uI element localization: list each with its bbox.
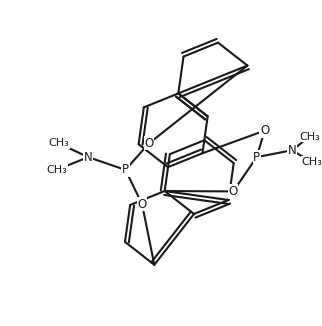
Text: O: O xyxy=(144,137,154,150)
Text: CH₃: CH₃ xyxy=(48,139,69,148)
Text: P: P xyxy=(253,151,260,164)
Text: N: N xyxy=(288,144,296,157)
Text: P: P xyxy=(122,163,129,176)
Text: CH₃: CH₃ xyxy=(46,165,67,175)
Text: N: N xyxy=(84,151,92,164)
Text: O: O xyxy=(229,185,238,198)
Text: O: O xyxy=(137,198,147,211)
Text: CH₃: CH₃ xyxy=(301,157,322,167)
Text: CH₃: CH₃ xyxy=(299,132,320,141)
Text: O: O xyxy=(260,124,269,137)
